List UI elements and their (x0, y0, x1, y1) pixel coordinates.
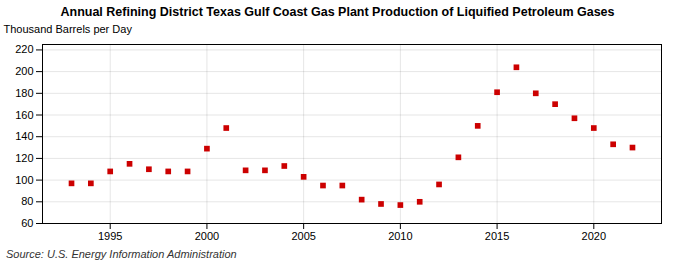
svg-text:2020: 2020 (582, 230, 606, 242)
svg-text:80: 80 (21, 195, 33, 207)
svg-text:100: 100 (15, 174, 33, 186)
svg-text:200: 200 (15, 65, 33, 77)
svg-text:220: 220 (15, 43, 33, 55)
svg-text:1995: 1995 (98, 230, 122, 242)
svg-text:2005: 2005 (291, 230, 315, 242)
svg-text:180: 180 (15, 87, 33, 99)
svg-text:160: 160 (15, 109, 33, 121)
svg-text:120: 120 (15, 152, 33, 164)
html-text:Source: U.S. Energy Informatio: Source: U.S. Energy Information Administ… (6, 248, 237, 260)
svg-text:60: 60 (21, 217, 33, 229)
svg-text:2010: 2010 (388, 230, 412, 242)
svg-text:Thousand Barrels per Day: Thousand Barrels per Day (4, 23, 133, 35)
svg-text:140: 140 (15, 130, 33, 142)
svg-text:2000: 2000 (195, 230, 219, 242)
svg-text:2015: 2015 (485, 230, 509, 242)
html-text:Annual Refining District Texas: Annual Refining District Texas Gulf Coas… (60, 5, 615, 19)
